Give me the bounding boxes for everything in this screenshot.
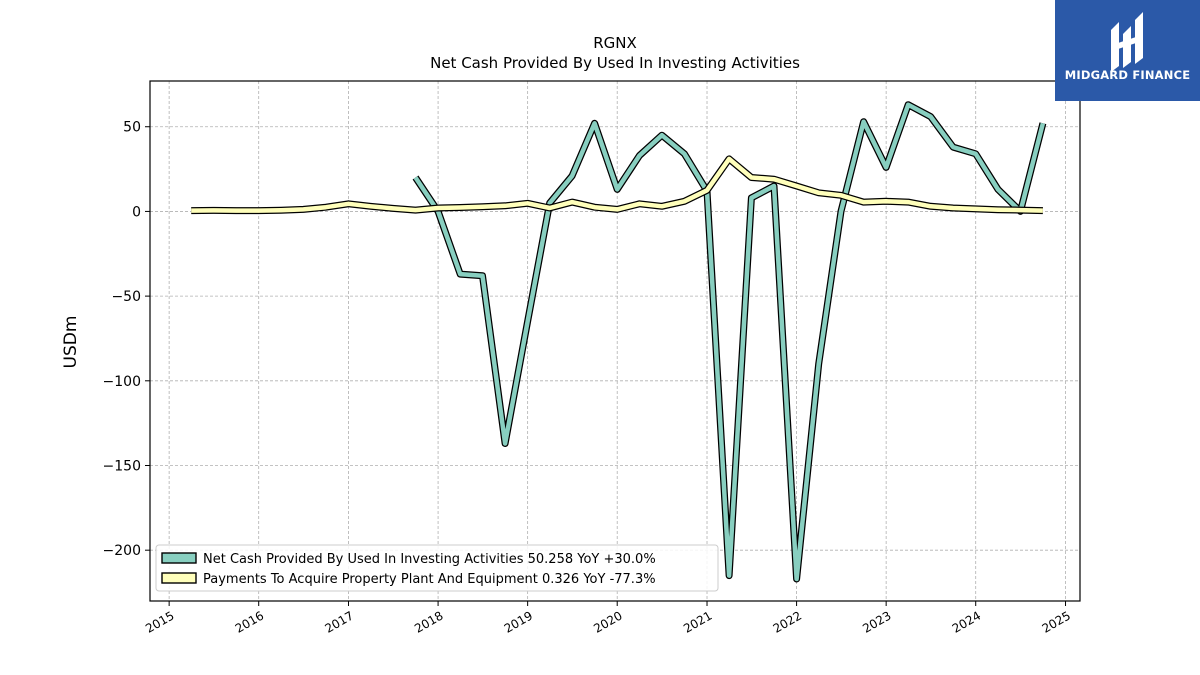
y-tick-label: −50 <box>111 289 141 305</box>
series-line-1 <box>413 102 1046 582</box>
x-tick-label: 2023 <box>860 608 893 635</box>
chart-subtitle: Net Cash Provided By Used In Investing A… <box>430 54 800 72</box>
y-tick-label: 50 <box>123 120 141 136</box>
x-tick-label: 2018 <box>412 608 445 635</box>
x-tick-label: 2022 <box>771 608 804 635</box>
x-tick-label: 2025 <box>1040 608 1073 635</box>
x-tick-label: 2019 <box>502 608 535 635</box>
x-tick-label: 2016 <box>233 608 266 635</box>
midgard-logo-icon <box>1111 12 1143 72</box>
legend-label-1: Net Cash Provided By Used In Investing A… <box>203 552 656 567</box>
y-axis-label: USDm <box>61 316 81 369</box>
x-tick-label: 2017 <box>323 608 356 635</box>
x-tick-label: 2020 <box>591 608 624 635</box>
legend-swatch-1 <box>161 552 197 564</box>
legend-box <box>155 544 719 592</box>
y-tick-label: −100 <box>103 374 141 390</box>
logo-text: MIDGARD FINANCE <box>1064 68 1191 82</box>
logo: MIDGARD FINANCE <box>1055 0 1200 101</box>
plot-frame <box>149 80 1081 602</box>
x-tick-label: 2021 <box>681 608 714 635</box>
legend: Net Cash Provided By Used In Investing A… <box>155 544 719 592</box>
legend-swatch-2 <box>161 572 197 584</box>
y-tick-label: 0 <box>132 204 141 220</box>
y-tick-label: −200 <box>103 543 141 559</box>
series-line-2 <box>191 156 1043 213</box>
y-tick-label: −150 <box>103 458 141 474</box>
series-lines <box>191 101 1047 583</box>
grid <box>150 81 1080 601</box>
series-line-outline <box>412 101 1047 583</box>
legend-label-2: Payments To Acquire Property Plant And E… <box>203 572 656 587</box>
x-tick-label: 2024 <box>950 608 983 635</box>
chart-title: RGNX <box>593 34 637 52</box>
x-tick-label: 2015 <box>143 608 176 635</box>
